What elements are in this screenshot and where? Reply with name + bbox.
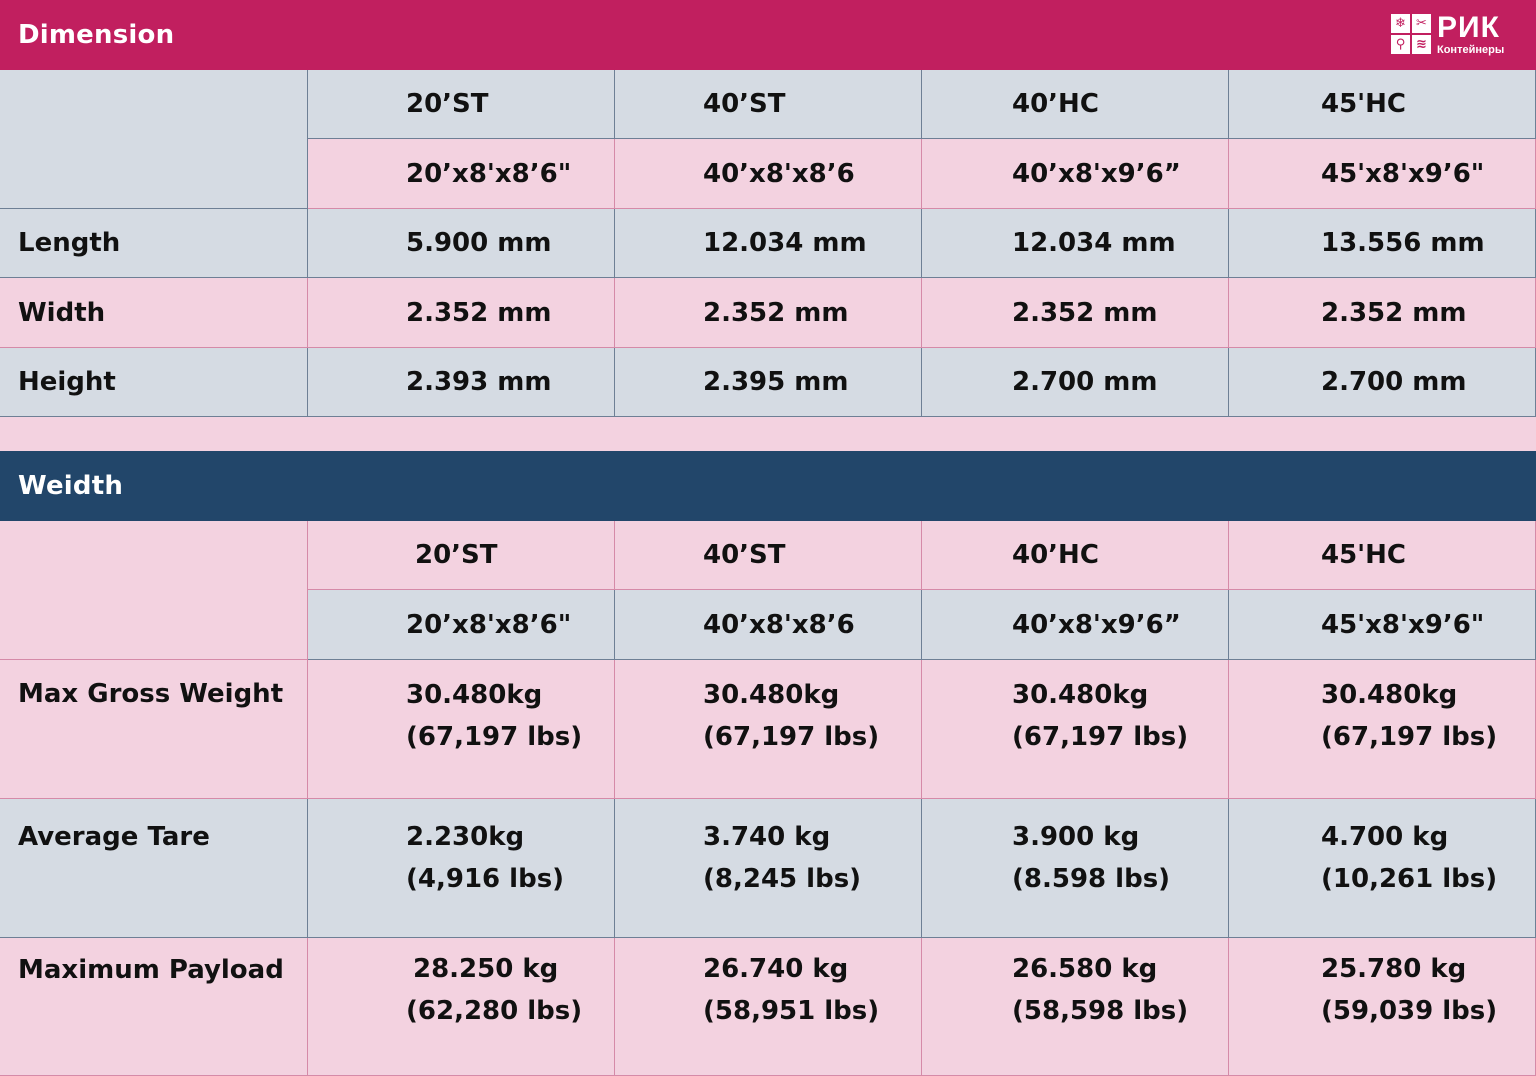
waves-icon: ≋ <box>1412 35 1431 54</box>
row-label-text: Average Tare <box>18 822 210 852</box>
company-logo: ❄ ✂ ⚲ ≋ РИК Контейнеры <box>1391 12 1521 56</box>
dimension-cell: 12.034 mm <box>615 209 922 278</box>
weight-lbs: (67,197 lbs) <box>703 722 880 752</box>
weight-kg: 28.250 kg <box>413 954 559 984</box>
weight-kg: 2.230kg <box>406 822 525 852</box>
weight-cell: 30.480kg (67,197 lbs) <box>308 660 615 799</box>
row-label-text: Maximum Payload <box>18 955 284 985</box>
dimension-cell: 5.900 mm <box>308 209 615 278</box>
weight-kg: 3.740 kg <box>703 822 831 852</box>
weight-lbs: (67,197 lbs) <box>406 722 583 752</box>
weight-kg: 30.480kg <box>1012 680 1149 710</box>
weight-cell: 30.480kg (67,197 lbs) <box>922 660 1229 799</box>
dimension-type-header: 20’ST <box>308 70 615 139</box>
weight-lbs: (59,039 lbs) <box>1321 996 1498 1026</box>
dimension-size-header: 45'x8'x9’6" <box>1229 139 1536 209</box>
weight-lbs: (10,261 lbs) <box>1321 864 1498 894</box>
dimension-cell: 2.352 mm <box>1229 278 1536 348</box>
dimension-size-header: 20’x8'x8’6" <box>308 139 615 209</box>
dimension-row-label: Length <box>0 209 308 278</box>
weight-lbs: (4,916 lbs) <box>406 864 565 894</box>
logo-icon-grid: ❄ ✂ ⚲ ≋ <box>1391 14 1431 54</box>
weight-type-header: 45'HC <box>1229 521 1536 590</box>
dimension-cell: 2.700 mm <box>922 348 1229 417</box>
logo-subtitle: Контейнеры <box>1437 43 1505 56</box>
dimension-cell: 13.556 mm <box>1229 209 1536 278</box>
weight-cell: 30.480kg (67,197 lbs) <box>1229 660 1536 799</box>
section-spacer <box>0 417 1536 451</box>
weight-row-label: Max Gross Weight <box>0 660 308 799</box>
weight-lbs: (58,951 lbs) <box>703 996 880 1026</box>
dimension-cell: 2.700 mm <box>1229 348 1536 417</box>
weight-lbs: (8,245 lbs) <box>703 864 862 894</box>
weight-cell: 4.700 kg (10,261 lbs) <box>1229 799 1536 938</box>
weight-section-title: Weidth <box>0 451 1536 521</box>
weight-size-header: 40’x8'x9’6” <box>922 590 1229 660</box>
dimension-cell: 2.352 mm <box>308 278 615 348</box>
dimension-cell: 2.393 mm <box>308 348 615 417</box>
wrench-icon: ⚲ <box>1391 35 1410 54</box>
weight-lbs: (67,197 lbs) <box>1012 722 1189 752</box>
weight-type-header: 40’ST <box>615 521 922 590</box>
dimension-row-label: Height <box>0 348 308 417</box>
weight-type-header: 40’HC <box>922 521 1229 590</box>
weight-row-label: Average Tare <box>0 799 308 938</box>
weight-cell: 26.740 kg (58,951 lbs) <box>615 938 922 1076</box>
dimension-type-header: 40’HC <box>922 70 1229 139</box>
weight-kg: 25.780 kg <box>1321 954 1467 984</box>
weight-kg: 26.740 kg <box>703 954 849 984</box>
dimension-cell: 12.034 mm <box>922 209 1229 278</box>
weight-cell: 3.740 kg (8,245 lbs) <box>615 799 922 938</box>
weight-kg: 3.900 kg <box>1012 822 1140 852</box>
weight-kg: 30.480kg <box>406 680 543 710</box>
snowflake-icon: ❄ <box>1391 14 1410 33</box>
weight-kg: 30.480kg <box>703 680 840 710</box>
weight-lbs: (62,280 lbs) <box>406 996 583 1026</box>
weight-kg: 30.480kg <box>1321 680 1458 710</box>
weight-size-header: 45'x8'x9’6" <box>1229 590 1536 660</box>
weight-cell: 28.250 kg (62,280 lbs) <box>308 938 615 1076</box>
dimension-row-label: Width <box>0 278 308 348</box>
weight-lbs: (58,598 lbs) <box>1012 996 1189 1026</box>
weight-size-header: 40’x8'x8’6 <box>615 590 922 660</box>
weight-lbs: (67,197 lbs) <box>1321 722 1498 752</box>
logo-wordmark: РИК <box>1437 10 1500 44</box>
weight-cell: 2.230kg (4,916 lbs) <box>308 799 615 938</box>
dimension-size-header: 40’x8'x9’6” <box>922 139 1229 209</box>
dimension-size-header: 40’x8'x8’6 <box>615 139 922 209</box>
dimension-cell: 2.352 mm <box>922 278 1229 348</box>
weight-corner-cell <box>0 521 308 660</box>
row-label-text: Max Gross Weight <box>18 679 284 709</box>
weight-cell: 26.580 kg (58,598 lbs) <box>922 938 1229 1076</box>
dimension-type-header: 40’ST <box>615 70 922 139</box>
weight-kg: 4.700 kg <box>1321 822 1449 852</box>
weight-lbs: (8.598 lbs) <box>1012 864 1171 894</box>
dimension-cell: 2.395 mm <box>615 348 922 417</box>
weight-type-header: 20’ST <box>308 521 615 590</box>
dimension-corner-cell <box>0 70 308 209</box>
tools-icon: ✂ <box>1412 14 1431 33</box>
weight-cell: 25.780 kg (59,039 lbs) <box>1229 938 1536 1076</box>
weight-cell: 3.900 kg (8.598 lbs) <box>922 799 1229 938</box>
dimension-section-title: Dimension <box>0 0 1536 70</box>
weight-cell: 30.480kg (67,197 lbs) <box>615 660 922 799</box>
weight-size-header: 20’x8'x8’6" <box>308 590 615 660</box>
dimension-cell: 2.352 mm <box>615 278 922 348</box>
dimension-type-header: 45'HC <box>1229 70 1536 139</box>
weight-kg: 26.580 kg <box>1012 954 1158 984</box>
weight-row-label: Maximum Payload <box>0 938 308 1076</box>
